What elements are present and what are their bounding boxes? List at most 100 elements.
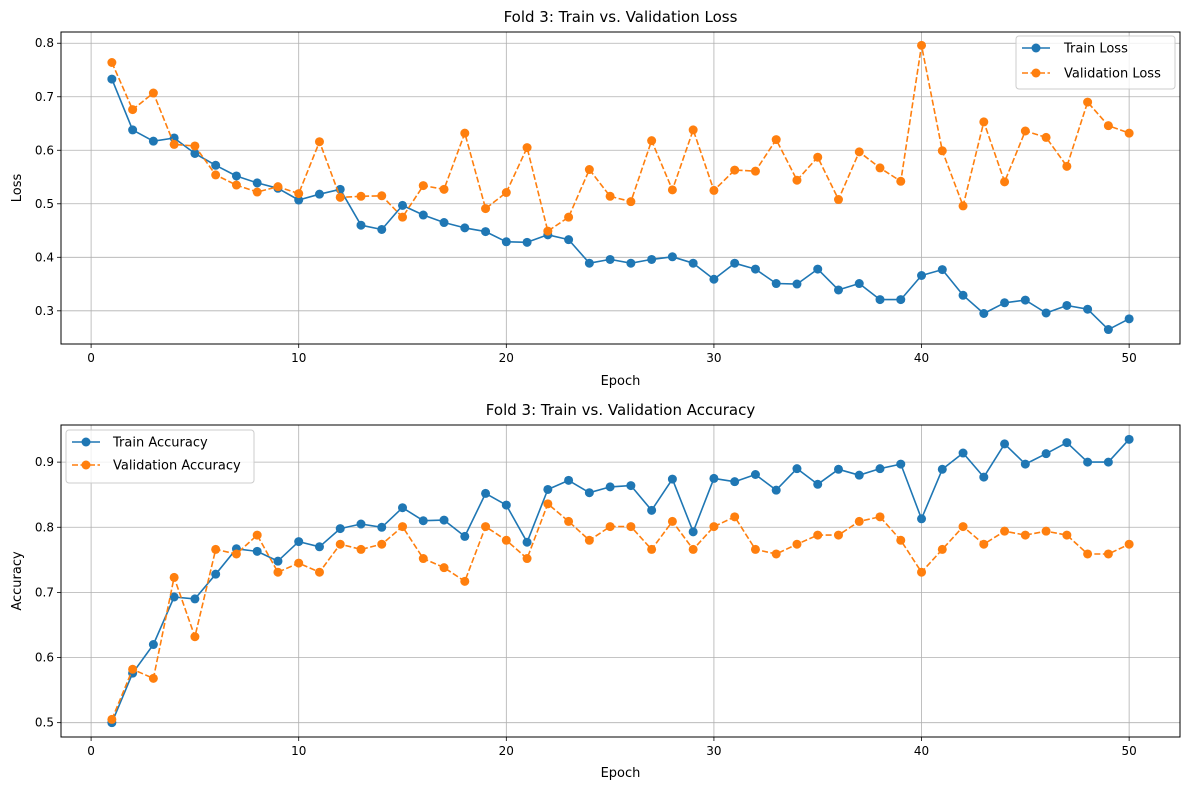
train-loss-point <box>792 279 802 289</box>
train-accuracy-point <box>148 640 158 650</box>
train-loss-point <box>626 258 636 268</box>
validation-loss-point <box>1083 97 1093 107</box>
train-loss-point <box>937 265 947 275</box>
validation-loss-point <box>917 40 927 50</box>
validation-loss-point <box>937 146 947 156</box>
validation-loss-point <box>1124 128 1134 138</box>
validation-loss-point <box>979 117 989 127</box>
train-loss-point <box>833 285 843 295</box>
validation-accuracy-point <box>460 576 470 586</box>
validation-accuracy-point <box>937 544 947 554</box>
train-accuracy-point <box>750 470 760 480</box>
train-accuracy-point <box>564 475 574 485</box>
train-loss-point <box>605 254 615 264</box>
validation-loss-point <box>543 226 553 236</box>
train-accuracy-point <box>584 488 594 498</box>
loss-x-tick-label: 50 <box>1121 351 1136 365</box>
validation-loss-point <box>896 176 906 186</box>
validation-accuracy-point <box>294 558 304 568</box>
train-accuracy-point <box>1020 459 1030 469</box>
train-accuracy-point <box>771 485 781 495</box>
validation-loss-point <box>958 201 968 211</box>
legend-train-accuracy-marker <box>81 437 91 447</box>
validation-accuracy-point <box>647 544 657 554</box>
train-accuracy-point <box>418 516 428 526</box>
train-accuracy-point <box>875 464 885 474</box>
train-loss-point <box>1041 308 1051 318</box>
validation-accuracy-point <box>875 512 885 522</box>
train-loss-point <box>522 237 532 247</box>
train-accuracy-point <box>522 537 532 547</box>
validation-loss-point <box>875 163 885 173</box>
validation-accuracy-point <box>439 563 449 573</box>
validation-accuracy-point <box>252 530 262 540</box>
train-loss-point <box>896 295 906 305</box>
train-accuracy-point <box>481 488 491 498</box>
train-loss-point <box>1103 325 1113 335</box>
validation-loss-point <box>688 125 698 135</box>
train-loss-point <box>564 235 574 245</box>
loss-subplot: Fold 3: Train vs. Validation Loss 0 10 20 3… <box>10 8 1181 389</box>
validation-accuracy-point <box>1062 530 1072 540</box>
validation-loss-point <box>190 141 200 151</box>
validation-loss-point <box>1000 177 1010 187</box>
train-accuracy-point <box>460 531 470 541</box>
validation-loss-point <box>128 105 138 115</box>
validation-accuracy-point <box>813 530 823 540</box>
validation-accuracy-point <box>314 567 324 577</box>
loss-y-tick-label: 0.6 <box>35 143 54 157</box>
train-accuracy-point <box>1103 457 1113 467</box>
loss-ticks: 0 10 20 30 40 50 0.3 0.4 0.5 0.6 0.7 0.8 <box>35 36 1137 365</box>
loss-legend: Train Loss Validation Loss <box>1015 35 1176 90</box>
validation-loss-point <box>647 136 657 146</box>
train-accuracy-point <box>1062 438 1072 448</box>
validation-loss-point <box>377 191 387 201</box>
train-accuracy-point <box>356 519 366 529</box>
validation-accuracy-point <box>771 549 781 559</box>
validation-accuracy-point <box>730 512 740 522</box>
validation-loss-point <box>356 191 366 201</box>
accuracy-y-tick-label: 0.9 <box>35 455 54 469</box>
validation-accuracy-point <box>792 539 802 549</box>
validation-loss-point <box>439 184 449 194</box>
train-accuracy-point <box>398 503 408 513</box>
train-accuracy-point <box>190 594 200 604</box>
train-accuracy-point <box>730 477 740 487</box>
validation-loss-point <box>169 139 179 149</box>
train-loss-point <box>584 258 594 268</box>
validation-loss-point <box>854 147 864 157</box>
validation-accuracy-point <box>750 544 760 554</box>
validation-loss-point <box>584 165 594 175</box>
validation-loss-point <box>211 170 221 180</box>
validation-accuracy-point <box>107 714 117 724</box>
validation-loss-line <box>111 44 1130 232</box>
train-loss-point <box>750 264 760 274</box>
train-loss-point <box>231 171 241 181</box>
validation-loss-point <box>1103 121 1113 131</box>
legend-validation-accuracy-label: Validation Accuracy <box>113 459 241 474</box>
train-loss-point <box>460 223 470 233</box>
validation-loss-point <box>148 88 158 98</box>
accuracy-axes-frame <box>60 424 1181 738</box>
train-accuracy-point <box>314 542 324 552</box>
train-loss-point <box>1020 295 1030 305</box>
train-accuracy-point <box>169 592 179 602</box>
validation-accuracy-point <box>688 544 698 554</box>
train-loss-point <box>730 258 740 268</box>
validation-accuracy-point <box>356 544 366 554</box>
loss-x-tick-label: 20 <box>499 351 514 365</box>
train-loss-point <box>771 279 781 289</box>
validation-accuracy-point <box>398 522 408 532</box>
train-loss-point <box>917 270 927 280</box>
validation-accuracy-point <box>605 522 615 532</box>
validation-accuracy-point <box>1000 526 1010 536</box>
validation-accuracy-point <box>667 516 677 526</box>
train-loss-point <box>1124 314 1134 324</box>
validation-accuracy-point <box>128 664 138 674</box>
validation-loss-point <box>750 166 760 176</box>
train-loss-point <box>107 74 117 84</box>
validation-loss-point <box>792 175 802 185</box>
validation-loss-point <box>813 152 823 162</box>
train-accuracy-point <box>294 537 304 547</box>
